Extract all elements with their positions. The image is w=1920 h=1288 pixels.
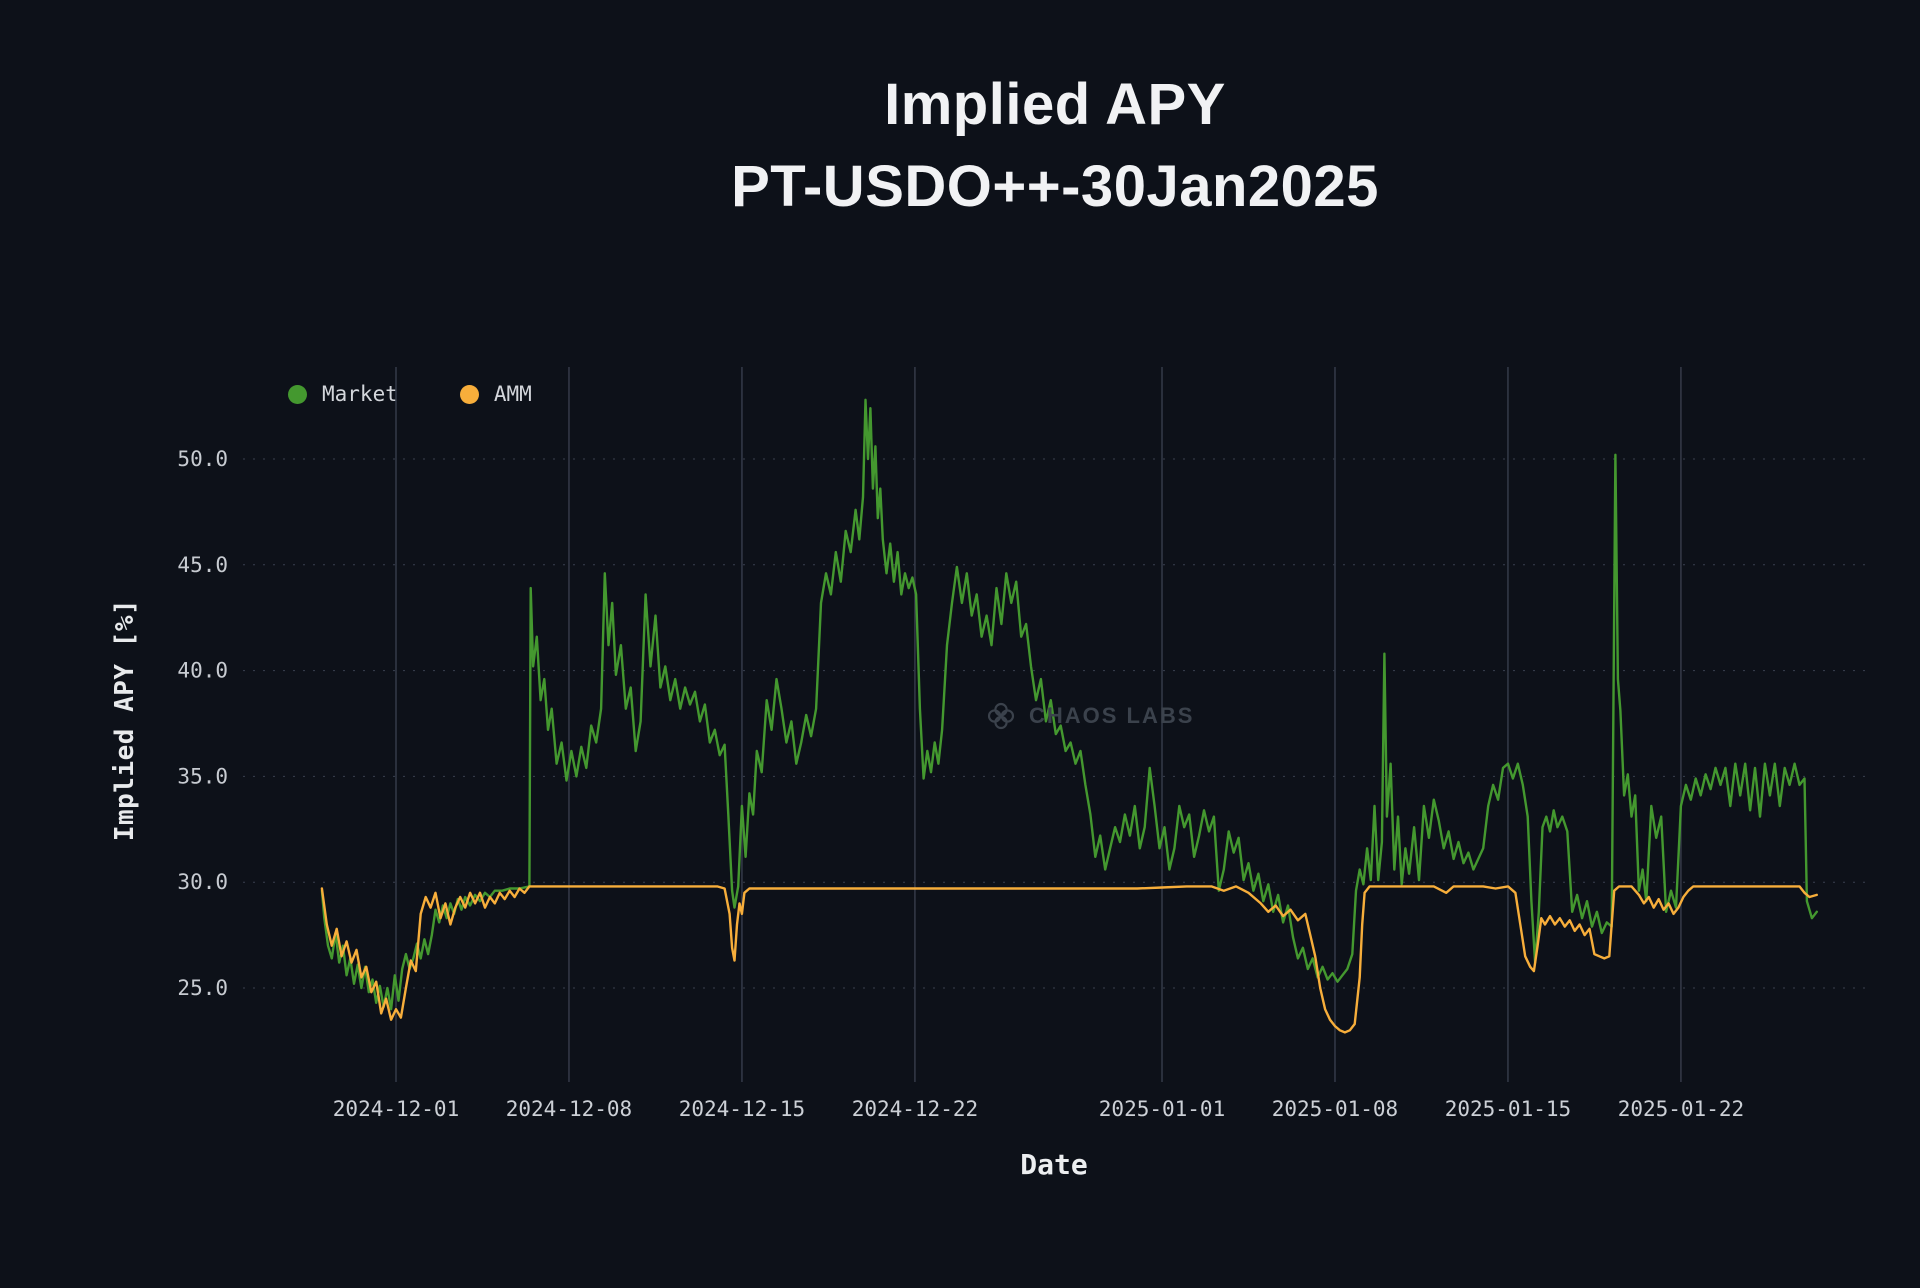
legend-label-amm: AMM [493, 382, 532, 406]
chart-title-line2: PT-USDO++-30Jan2025 [731, 154, 1379, 220]
legend-label-market: Market [322, 382, 398, 406]
y-tick-label: 50.0 [177, 447, 228, 471]
x-tick-label: 2024-12-15 [679, 1097, 805, 1121]
amm-legend-dot-icon [459, 384, 479, 404]
x-tick-label: 2024-12-08 [506, 1097, 632, 1121]
y-tick-label: 25.0 [177, 976, 228, 1000]
legend: Market AMM [288, 382, 532, 406]
y-tick-label: 30.0 [177, 870, 228, 894]
x-tick-label: 2025-01-01 [1099, 1097, 1225, 1121]
chaos-labs-logo-icon [987, 702, 1015, 730]
amm-series-line [320, 885, 1819, 1034]
x-axis-title: Date [1020, 1148, 1088, 1181]
x-tick-label: 2025-01-22 [1618, 1097, 1744, 1121]
y-axis-title: Implied APY [%] [110, 598, 140, 842]
legend-item-amm: AMM [459, 382, 532, 406]
chart-title: Implied APY PT-USDO++-30Jan2025 [190, 64, 1920, 229]
market-legend-dot-icon [288, 384, 307, 404]
y-tick-label: 35.0 [177, 764, 228, 788]
x-tick-label: 2025-01-15 [1445, 1097, 1571, 1121]
chart-title-line1: Implied APY [884, 72, 1226, 137]
y-tick-label: 45.0 [177, 553, 228, 577]
watermark: CHAOS LABS [985, 700, 1194, 732]
legend-item-market: Market [288, 382, 398, 406]
x-tick-label: 2024-12-22 [852, 1097, 978, 1121]
y-tick-label: 40.0 [177, 659, 228, 683]
watermark-text: CHAOS LABS [1029, 703, 1195, 728]
x-tick-label: 2024-12-01 [333, 1097, 459, 1121]
x-tick-label: 2025-01-08 [1272, 1097, 1398, 1121]
